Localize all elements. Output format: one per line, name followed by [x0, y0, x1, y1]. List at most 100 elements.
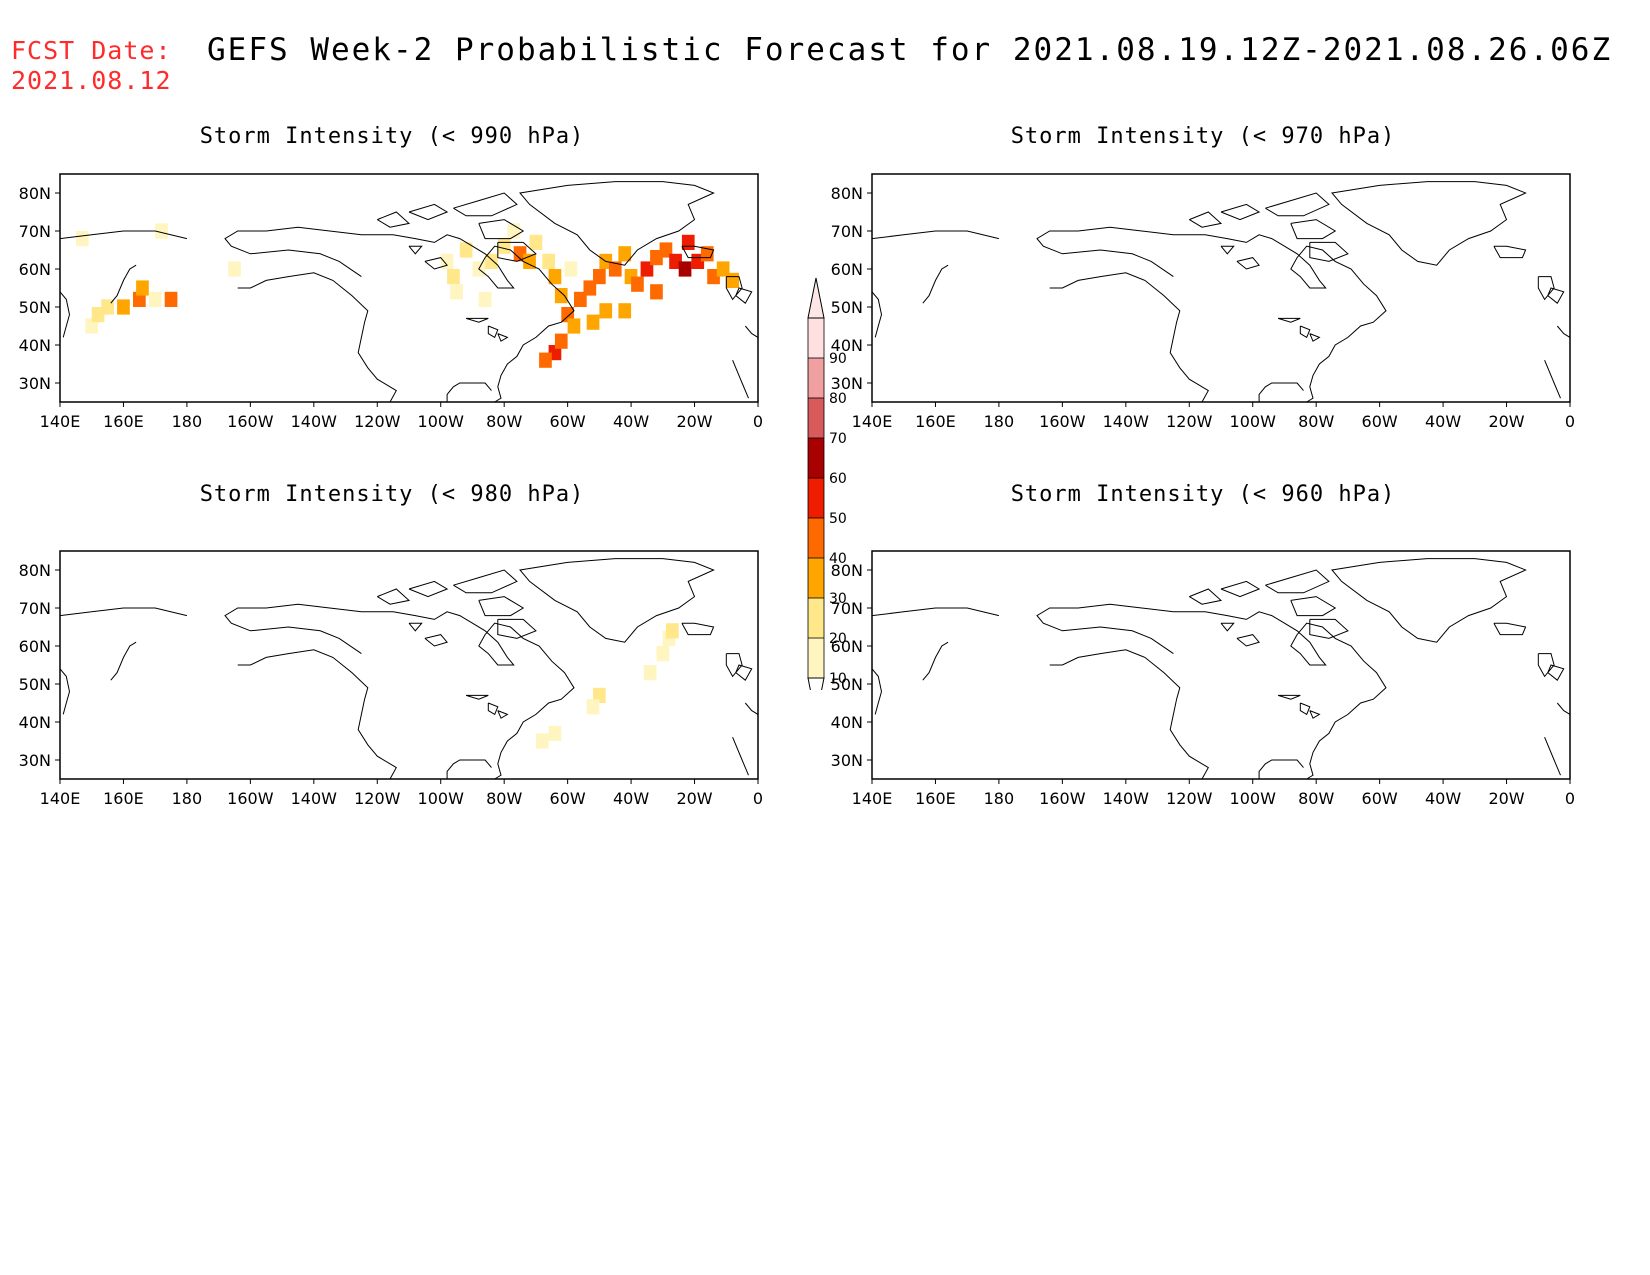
colorbar-label: 40: [829, 551, 847, 567]
coastline: [1544, 737, 1561, 776]
colorbar-swatch: [808, 318, 824, 358]
coastline: [1290, 596, 1337, 617]
colorbar-low-extension: [807, 677, 825, 690]
coastline-layer: [871, 558, 1571, 780]
lat-tick-label: 40N: [19, 713, 51, 732]
coastline-layer: [871, 181, 1571, 403]
lon-tick-label: 80W: [1298, 789, 1334, 808]
coastline: [744, 325, 759, 338]
map-panel-970: 80N 70N 60N 50N 40N 30N 140E 160E 180 160W 140W 120…: [831, 173, 1575, 431]
coastline: [1331, 558, 1527, 643]
probability-cell: [583, 280, 597, 296]
probability-cell: [618, 246, 632, 262]
coastline: [237, 272, 397, 403]
lon-tick-label: 80W: [486, 412, 522, 431]
lon-tick-label: 140E: [852, 789, 893, 808]
colorbar-label: 70: [829, 431, 847, 447]
colorbar-label: 80: [829, 391, 847, 407]
probability-cell: [678, 261, 692, 277]
lon-tick-label: 0: [1565, 789, 1575, 808]
coastline: [497, 710, 509, 719]
colorbar-label: 50: [829, 511, 847, 527]
coastline: [446, 759, 492, 779]
lon-tick-label: 60W: [1362, 412, 1398, 431]
coastline: [1036, 226, 1387, 403]
colorbar-swatch: [808, 638, 824, 678]
coastline: [424, 257, 448, 270]
lon-tick-label: 20W: [1488, 789, 1524, 808]
probability-cell: [656, 646, 670, 662]
lat-tick-label: 50N: [19, 298, 51, 317]
probability-cell: [681, 234, 695, 250]
lon-tick-label: 100W: [1230, 412, 1277, 431]
lat-tick-label: 60N: [831, 260, 863, 279]
probability-cell: [666, 623, 679, 639]
probability-cell: [155, 223, 168, 239]
coastline: [1265, 569, 1330, 594]
coastline: [110, 641, 137, 681]
map-panel-990: 80N 70N 60N 50N 40N 30N 140E 160E 180 160W 140W 120…: [19, 173, 763, 431]
lon-tick-label: 120W: [354, 789, 401, 808]
probability-cell: [529, 234, 543, 250]
coastline: [725, 653, 743, 678]
coastline: [1537, 276, 1555, 301]
coastline: [453, 569, 518, 594]
coastline: [1236, 257, 1260, 270]
probability-cell: [643, 665, 657, 681]
coastline: [424, 634, 448, 647]
probability-cell: [459, 242, 473, 258]
coastline: [1309, 618, 1349, 639]
lon-tick-label: 180: [172, 789, 203, 808]
coastline: [1493, 622, 1527, 636]
lat-tick-label: 30N: [831, 374, 863, 393]
probability-cell: [450, 284, 463, 300]
colorbar-swatch: [808, 558, 824, 598]
probability-cell: [228, 261, 241, 277]
coastline: [408, 622, 423, 632]
lon-tick-label: 100W: [418, 789, 465, 808]
coastline: [519, 181, 715, 266]
colorbar-swatch: [808, 358, 824, 398]
coastline: [922, 264, 949, 304]
figure-title: GEFS Week-2 Probabilistic Forecast for 2…: [207, 32, 1613, 68]
probability-cell: [548, 725, 562, 741]
lat-tick-label: 70N: [831, 222, 863, 241]
colorbar-label: 60: [829, 471, 847, 487]
coastline: [1220, 203, 1261, 221]
lat-tick-label: 60N: [19, 260, 51, 279]
lon-tick-label: 160E: [915, 789, 956, 808]
lat-tick-label: 40N: [831, 336, 863, 355]
lon-tick-label: 160W: [1039, 412, 1086, 431]
probability-cell: [567, 318, 581, 334]
probability-cell: [650, 284, 663, 300]
lon-tick-label: 140W: [291, 789, 338, 808]
lat-tick-label: 80N: [19, 184, 51, 203]
coastline: [744, 702, 759, 715]
lon-tick-label: 160W: [1039, 789, 1086, 808]
probability-cell: [485, 253, 498, 269]
lon-tick-label: 0: [753, 789, 763, 808]
coastline: [1049, 272, 1209, 403]
coastline: [1258, 382, 1304, 402]
coastline: [487, 702, 499, 716]
lon-tick-label: 120W: [1166, 789, 1213, 808]
forecast-date-block: FCST Date: 2021.08.12: [11, 36, 172, 96]
coastline: [1236, 634, 1260, 647]
coastline: [1493, 245, 1527, 259]
map-frame: [871, 173, 1571, 403]
probability-cell: [148, 291, 162, 307]
coastline: [224, 226, 575, 403]
lon-tick-label: 20W: [676, 412, 712, 431]
coastline: [1220, 580, 1261, 598]
coastline: [59, 291, 71, 338]
coastline: [478, 219, 525, 240]
colorbar-label: 90: [829, 351, 847, 367]
coastline: [1556, 702, 1571, 715]
probability-cell: [716, 261, 730, 277]
probability-cell: [631, 276, 644, 292]
probability-cell: [548, 269, 562, 285]
probability-cell: [707, 269, 720, 285]
coastline: [519, 558, 715, 643]
lon-tick-label: 60W: [550, 412, 586, 431]
probability-cell: [136, 280, 149, 296]
